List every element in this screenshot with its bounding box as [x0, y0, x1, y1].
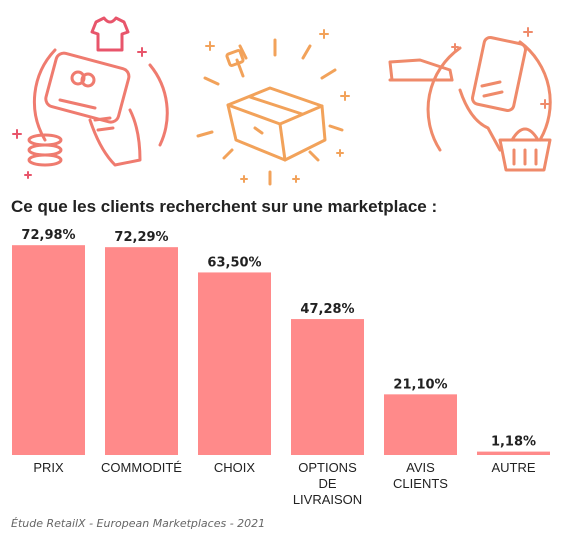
category-label-5: AUTRE — [491, 460, 535, 475]
value-label-1: 72,29% — [114, 230, 168, 245]
chart-title: Ce que les clients recherchent sur une m… — [11, 197, 438, 216]
value-label-3: 47,28% — [300, 302, 354, 317]
category-label-4-0: AVIS — [406, 460, 435, 475]
sparkle-icons-left — [12, 47, 147, 179]
bar-chart: 72,98% PRIX 72,29% COMMODITÉ 63,50% CHOIX 47,2… — [12, 228, 550, 507]
tshirt-icon — [90, 16, 130, 52]
category-label-3-2: LIVRAISON — [293, 492, 362, 507]
credit-card-hand-icon — [27, 48, 169, 167]
value-label-2: 63,50% — [207, 255, 261, 270]
category-label-3-0: OPTIONS — [298, 460, 357, 475]
value-label-4: 21,10% — [393, 377, 447, 392]
smartphone-shopping-icon — [388, 35, 552, 172]
category-label-3-1: DE — [318, 476, 336, 491]
category-label-0: PRIX — [33, 460, 64, 475]
illustrations — [12, 16, 552, 186]
value-label-5: 1,18% — [491, 435, 536, 450]
sparkle-icons-right — [451, 27, 550, 109]
sparkle-icons-middle — [205, 29, 350, 183]
category-label-2: CHOIX — [214, 460, 256, 475]
bar-5 — [477, 451, 550, 455]
bar-2 — [198, 272, 271, 455]
category-label-4-1: CLIENTS — [393, 476, 448, 491]
value-label-0: 72,98% — [21, 228, 75, 243]
source-note: Étude RetailX - European Marketplaces - … — [11, 517, 266, 530]
bar-4 — [384, 394, 457, 455]
bar-3 — [291, 319, 364, 455]
bar-1 — [105, 247, 178, 455]
category-label-1: COMMODITÉ — [101, 460, 182, 475]
bar-0 — [12, 245, 85, 455]
parcel-box-icon — [196, 38, 344, 186]
